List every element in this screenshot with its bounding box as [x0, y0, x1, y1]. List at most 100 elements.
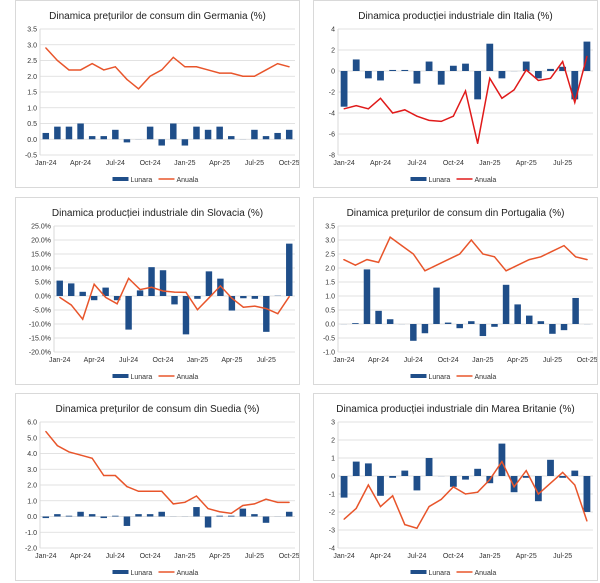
y-tick-label: 3 [331, 420, 335, 427]
point-anuala-Mar-25 [219, 285, 222, 287]
point-anuala-Apr-24 [377, 261, 380, 263]
point-anuala-Aug-24 [126, 485, 128, 488]
bar-lunara-May-24 [386, 319, 394, 324]
point-anuala-Aug-25 [265, 498, 267, 500]
bar-lunara-Jul-25 [263, 296, 270, 332]
bar-lunara-May-25 [534, 476, 542, 502]
point-anuala-Aug-25 [574, 101, 576, 104]
bar-lunara-Nov-24 [171, 296, 178, 305]
point-anuala-Feb-25 [195, 66, 198, 68]
x-tick-label: Jul-25 [543, 357, 562, 364]
x-tick-label: Apr-24 [70, 160, 91, 167]
bar-lunara-Dec-24 [474, 468, 482, 476]
bar-lunara-Feb-24 [54, 126, 61, 140]
point-anuala-Feb-25 [501, 97, 503, 99]
point-anuala-Feb-25 [493, 256, 496, 258]
legend-lunara: Lunara [131, 570, 153, 577]
point-anuala-Mar-25 [207, 69, 209, 71]
y-tick-label: -5.0% [33, 308, 51, 315]
point-anuala-Jun-25 [242, 75, 244, 77]
point-anuala-Sep-25 [277, 63, 279, 65]
point-anuala-Dec-24 [470, 239, 472, 241]
bar-lunara-Dec-24 [468, 321, 475, 324]
legend-lunara-swatch [410, 570, 427, 574]
bar-lunara-Jun-24 [100, 516, 107, 519]
point-anuala-Nov-24 [161, 490, 163, 492]
bar-lunara-Jul-25 [251, 514, 258, 517]
point-anuala-Aug-24 [428, 119, 430, 121]
point-anuala-Mar-24 [367, 484, 369, 486]
bar-lunara-Sep-25 [286, 243, 293, 296]
chart-svg: Dinamica prețurilor de consum din Portug… [323, 208, 597, 381]
y-tick-label: -1.0 [323, 350, 335, 357]
y-tick-label: -10.0% [29, 322, 51, 329]
point-anuala-Apr-24 [79, 454, 82, 456]
x-tick-label: Oct-25 [279, 553, 299, 560]
x-tick-label: Jul-25 [553, 553, 572, 560]
point-anuala-Aug-24 [139, 288, 141, 291]
point-anuala-Jan-24 [45, 430, 47, 433]
bar-lunara-Feb-24 [68, 283, 75, 296]
point-anuala-Mar-25 [513, 89, 515, 91]
bar-lunara-Aug-25 [262, 516, 270, 523]
point-anuala-Jan-25 [489, 479, 491, 481]
point-anuala-Sep-24 [137, 490, 140, 492]
point-anuala-Jun-24 [116, 303, 118, 305]
y-tick-label: 1.5 [27, 90, 37, 97]
y-tick-label: 1.0 [27, 498, 37, 505]
point-anuala-Jun-24 [404, 524, 406, 526]
bar-lunara-Jan-25 [479, 324, 487, 337]
chart-svg: Dinamica prețurilor de consum din German… [25, 11, 299, 184]
point-anuala-May-25 [528, 259, 530, 261]
point-anuala-Jan-24 [45, 47, 47, 49]
bar-lunara-Jun-25 [547, 459, 554, 476]
x-tick-label: Oct-24 [443, 553, 464, 560]
point-anuala-Aug-24 [126, 78, 128, 80]
bar-lunara-Oct-24 [146, 126, 154, 140]
legend-lunara-swatch [410, 177, 427, 181]
point-anuala-Jan-25 [196, 309, 199, 311]
bar-lunara-Sep-24 [437, 71, 445, 85]
bar-lunara-Apr-24 [90, 296, 98, 301]
y-tick-label: 25.0% [31, 224, 51, 231]
bar-lunara-May-25 [228, 136, 235, 140]
point-anuala-Feb-25 [501, 461, 503, 463]
bar-lunara-Oct-24 [159, 270, 167, 296]
point-anuala-Dec-24 [172, 503, 174, 505]
chart-title: Dinamica producției industriale din Slov… [52, 208, 263, 219]
y-tick-label: 2.0 [27, 74, 37, 81]
bar-lunara-Nov-24 [456, 324, 463, 329]
bar-lunara-Sep-24 [148, 267, 155, 296]
bar-lunara-Jan-25 [486, 43, 494, 71]
point-anuala-Sep-24 [440, 498, 442, 500]
chart-svg: Dinamica prețurilor de consum din Suedia… [25, 404, 299, 577]
bar-lunara-May-24 [88, 136, 96, 140]
bar-lunara-Aug-24 [123, 139, 131, 143]
bar-lunara-Aug-25 [571, 71, 579, 100]
legend-lunara: Lunara [131, 374, 153, 381]
legend-anuala: Anuala [475, 570, 497, 577]
bar-lunara-Jul-24 [125, 296, 132, 330]
bar-lunara-Jan-24 [42, 516, 50, 519]
legend-lunara-swatch [112, 177, 129, 181]
point-anuala-Jun-24 [401, 245, 403, 247]
y-tick-label: 0 [331, 69, 335, 76]
bar-lunara-Jun-24 [401, 470, 409, 476]
y-tick-label: 20.0% [31, 238, 51, 245]
chart-panel: Dinamica prețurilor de consum din Suedia… [15, 393, 300, 581]
bar-lunara-Apr-25 [522, 61, 530, 71]
point-anuala-Oct-25 [586, 259, 588, 261]
x-tick-label: Oct-24 [153, 357, 174, 364]
point-anuala-Mar-24 [82, 318, 84, 320]
bar-lunara-Apr-25 [216, 126, 223, 140]
bar-lunara-Feb-25 [498, 71, 506, 79]
x-tick-label: Apr-24 [370, 553, 391, 560]
point-anuala-May-25 [242, 306, 244, 308]
x-tick-label: Oct-25 [577, 357, 597, 364]
point-anuala-Feb-24 [355, 507, 357, 509]
x-tick-label: Apr-24 [70, 553, 91, 560]
point-anuala-Aug-25 [277, 313, 279, 315]
point-anuala-Dec-24 [477, 491, 479, 493]
chart-title: Dinamica prețurilor de consum din Portug… [347, 208, 565, 219]
